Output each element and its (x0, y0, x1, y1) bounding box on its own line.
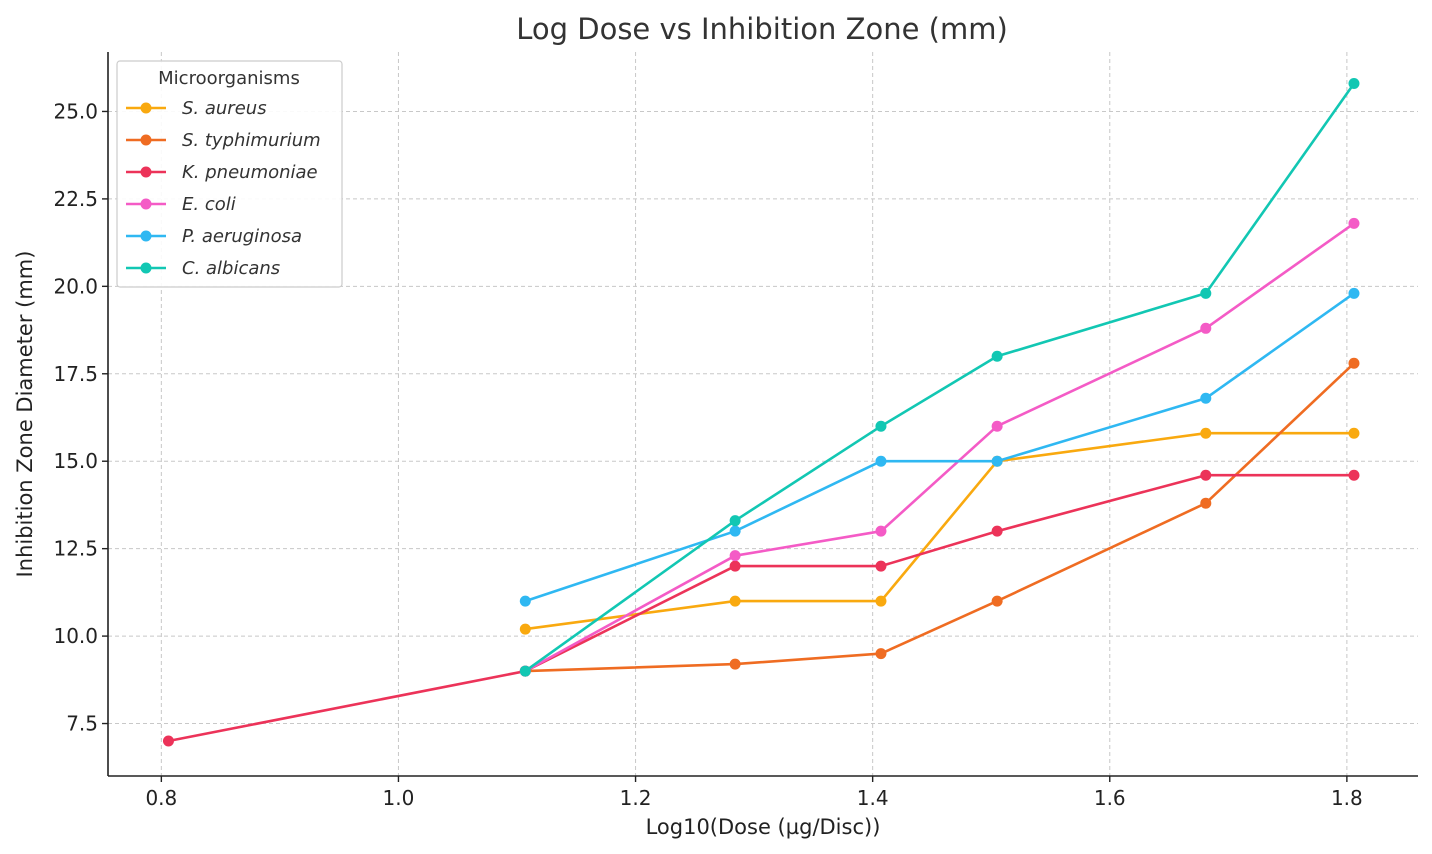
data-point-p-aeruginosa (1200, 392, 1212, 404)
legend-item-k-pneumoniae: K. pneumoniae (126, 162, 318, 183)
data-point-s-typhimurium (1200, 497, 1212, 509)
legend-label: C. albicans (182, 258, 280, 279)
y-ticks: 7.5 10.0 12.5 15.0 17.5 20.0 22.5 25.0 (53, 99, 108, 736)
legend-title: Microorganisms (158, 68, 300, 89)
y-tick-label: 7.5 (66, 712, 98, 736)
legend-items: S. aureus S. typhimurium K. pneumoniae E. c… (126, 98, 321, 279)
legend-box (116, 60, 343, 288)
data-point-c-albicans (519, 665, 531, 677)
series-e-coli (519, 217, 1360, 677)
y-tick-label: 12.5 (53, 537, 98, 561)
legend: Microorganisms S. aureus S. typhimurium K.… (116, 60, 343, 288)
legend-label: S. typhimurium (182, 130, 321, 151)
y-tick-label: 15.0 (53, 449, 98, 473)
data-point-s-aureus (1200, 427, 1212, 439)
legend-swatch-marker (140, 262, 152, 274)
legend-item-s-aureus: S. aureus (126, 98, 267, 119)
legend-label: E. coli (182, 194, 236, 215)
data-point-s-typhimurium (729, 658, 741, 670)
data-point-k-pneumoniae (1348, 469, 1360, 481)
x-tick-label: 1.8 (1331, 786, 1363, 810)
series-line-p-aeruginosa (524, 292, 1355, 603)
legend-swatch-marker (140, 166, 152, 178)
x-axis-label: Log10(Dose (µg/Disc)) (646, 815, 881, 839)
data-point-e-coli (991, 420, 1003, 432)
chart-title: Log Dose vs Inhibition Zone (mm) (516, 12, 1008, 46)
data-point-e-coli (729, 550, 741, 562)
x-tick-label: 1.2 (620, 786, 652, 810)
y-axis-label: Inhibition Zone Diameter (mm) (13, 251, 37, 578)
data-point-p-aeruginosa (875, 455, 887, 467)
y-tick-label: 17.5 (53, 362, 98, 386)
axes (107, 52, 1418, 777)
data-point-p-aeruginosa (1348, 287, 1360, 299)
data-point-s-aureus (729, 595, 741, 607)
series-c-albicans (519, 77, 1360, 677)
data-point-s-aureus (519, 623, 531, 635)
data-point-k-pneumoniae (991, 525, 1003, 537)
data-point-s-aureus (875, 595, 887, 607)
data-point-c-albicans (875, 420, 887, 432)
series-line-s-typhimurium (525, 362, 1355, 673)
data-point-s-typhimurium (875, 648, 887, 660)
x-tick-label: 1.4 (857, 786, 889, 810)
data-point-e-coli (1200, 322, 1212, 334)
x-tick-label: 0.8 (145, 786, 177, 810)
legend-item-p-aeruginosa: P. aeruginosa (126, 226, 302, 247)
data-point-s-typhimurium (1348, 357, 1360, 369)
data-point-c-albicans (1200, 287, 1212, 299)
y-tick-label: 20.0 (53, 274, 98, 298)
series-k-pneumoniae (162, 469, 1360, 747)
data-point-p-aeruginosa (519, 595, 531, 607)
legend-swatch-marker (140, 230, 152, 242)
data-point-s-aureus (1348, 427, 1360, 439)
series-s-typhimurium (519, 357, 1360, 677)
legend-swatch-marker (140, 198, 152, 210)
x-tick-label: 1.6 (1094, 786, 1126, 810)
legend-item-s-typhimurium: S. typhimurium (126, 130, 321, 151)
series-line-e-coli (524, 222, 1355, 673)
series-s-aureus (519, 427, 1360, 635)
data-point-c-albicans (1348, 77, 1360, 89)
legend-item-c-albicans: C. albicans (126, 258, 280, 279)
data-point-k-pneumoniae (1200, 469, 1212, 481)
data-point-s-typhimurium (991, 595, 1003, 607)
legend-label: S. aureus (182, 98, 267, 119)
data-point-c-albicans (729, 515, 741, 527)
series-line-c-albicans (524, 82, 1356, 673)
data-point-c-albicans (991, 350, 1003, 362)
x-ticks: 0.8 1.0 1.2 1.4 1.6 1.8 (145, 776, 1363, 810)
data-point-k-pneumoniae (162, 735, 174, 747)
series-line-s-aureus (525, 431, 1354, 631)
x-tick-label: 1.0 (383, 786, 415, 810)
series-p-aeruginosa (519, 287, 1360, 607)
legend-label: K. pneumoniae (182, 162, 318, 183)
legend-label: P. aeruginosa (182, 226, 302, 247)
data-point-p-aeruginosa (729, 525, 741, 537)
data-point-p-aeruginosa (991, 455, 1003, 467)
series-layer (162, 77, 1360, 747)
data-point-k-pneumoniae (729, 560, 741, 572)
y-tick-label: 10.0 (53, 624, 98, 648)
data-point-e-coli (875, 525, 887, 537)
y-tick-label: 22.5 (53, 187, 98, 211)
data-point-k-pneumoniae (875, 560, 887, 572)
data-point-e-coli (1348, 217, 1360, 229)
legend-swatch-marker (140, 134, 152, 146)
y-tick-label: 25.0 (53, 99, 98, 123)
series-line-k-pneumoniae (168, 473, 1354, 743)
legend-item-e-coli: E. coli (126, 194, 236, 215)
legend-swatch-marker (140, 102, 152, 114)
